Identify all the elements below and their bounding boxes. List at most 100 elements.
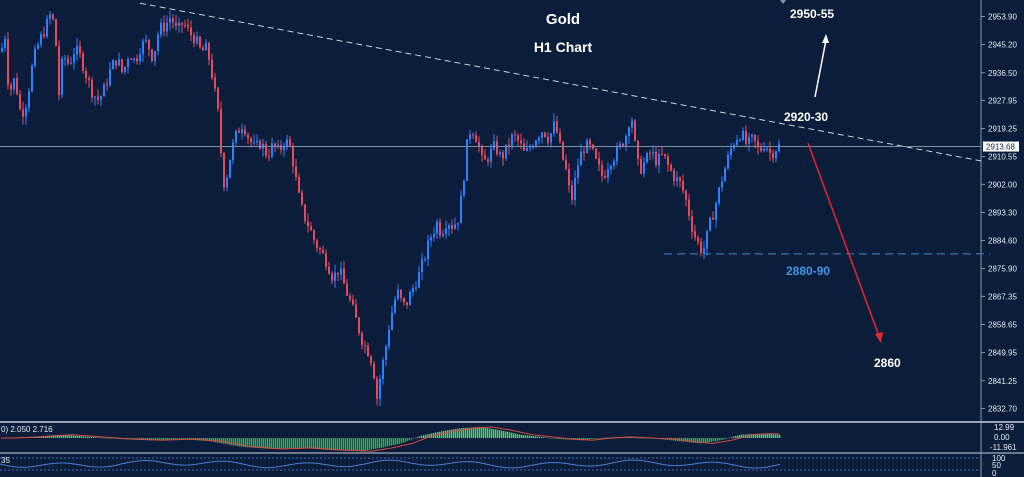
candle-body	[295, 166, 297, 177]
candle-body	[379, 378, 381, 399]
oscillator-bar	[429, 433, 431, 438]
candle-body	[628, 127, 630, 137]
oscillator-tick-bottom: -11.961	[990, 443, 1017, 452]
oscillator-bar	[603, 437, 605, 439]
oscillator-bar	[471, 427, 473, 438]
candle-body	[676, 177, 678, 181]
oscillator-bar	[469, 427, 471, 438]
oscillator-bar	[275, 438, 277, 449]
oscillator-bar	[521, 434, 523, 438]
price-tick-label: 2832.70	[988, 404, 1017, 413]
candle-body	[109, 69, 111, 86]
oscillator-bar	[153, 438, 155, 441]
oscillator-bar	[445, 430, 447, 438]
oscillator-bar	[487, 428, 489, 438]
oscillator-bar	[99, 437, 101, 439]
candle-body	[547, 136, 549, 143]
candle-body	[49, 14, 51, 19]
candle-body	[766, 148, 768, 150]
candle-body	[145, 39, 147, 42]
candle-body	[7, 38, 9, 85]
oscillator-bar	[75, 435, 77, 438]
oscillator-bar	[95, 437, 97, 438]
resistance-trendline	[139, 2, 986, 163]
oscillator-bar	[439, 431, 441, 438]
oscillator-bar	[399, 438, 401, 444]
candle-body	[619, 143, 621, 147]
candle-body	[238, 130, 240, 133]
candle-body	[679, 177, 681, 181]
oscillator-bar	[509, 432, 511, 438]
oscillator-bar	[723, 438, 725, 440]
candle-body	[265, 143, 267, 156]
oscillator-bar	[737, 435, 739, 438]
oscillator-bar	[103, 437, 105, 439]
candle-body	[349, 295, 351, 300]
oscillator-bar	[289, 438, 291, 449]
oscillator-bar	[385, 438, 387, 447]
candle-body	[118, 59, 120, 66]
candle-body	[208, 43, 210, 60]
oscillator-bar	[377, 438, 379, 449]
candle-body	[724, 168, 726, 182]
candle-body	[346, 283, 348, 296]
oscillator-bar	[277, 438, 279, 449]
candle-body	[448, 225, 450, 229]
candle-body	[226, 177, 228, 188]
candle-body	[67, 58, 69, 64]
oscillator-bar	[529, 435, 531, 438]
oscillator-bar	[55, 435, 57, 438]
oscillator-bar	[159, 438, 161, 440]
candle-body	[193, 35, 195, 44]
candle-body	[76, 45, 78, 55]
oscillator-bar	[359, 438, 361, 452]
oscillator-bar	[637, 437, 639, 439]
oscillator-bar	[393, 438, 395, 446]
candle-body	[487, 159, 489, 162]
oscillator-bar	[555, 438, 557, 439]
oscillator-bar	[231, 438, 233, 446]
oscillator-bar	[313, 438, 315, 449]
oscillator-bar	[523, 435, 525, 438]
candle-body	[430, 237, 432, 241]
candle-body	[388, 329, 390, 347]
candle-body	[499, 152, 501, 155]
rsi-panel: 35 100 50 0	[0, 454, 1006, 477]
candle-body	[775, 151, 777, 159]
candle-body	[454, 224, 456, 229]
oscillator-bar	[451, 429, 453, 438]
candle-body	[577, 165, 579, 178]
price-tick-label: 2849.95	[988, 349, 1017, 358]
candle-body	[736, 140, 738, 145]
candle-body	[19, 93, 21, 110]
oscillator-bar	[89, 436, 91, 438]
chart-subtitle: H1 Chart	[534, 39, 593, 55]
oscillator-bar	[323, 438, 325, 450]
candle-body	[553, 121, 555, 134]
candle-body	[574, 177, 576, 200]
oscillator-bar	[141, 438, 143, 440]
oscillator-bar	[627, 437, 629, 438]
candle-body	[184, 25, 186, 27]
oscillator-bar	[497, 429, 499, 438]
oscillator-bar	[237, 438, 239, 447]
candle-body	[517, 135, 519, 141]
candle-body	[715, 203, 717, 220]
oscillator-bar	[261, 438, 263, 449]
candle-body	[307, 221, 309, 227]
bullish-arrow-shaft	[814, 39, 827, 98]
oscillator-bar	[731, 437, 733, 438]
candle-body	[70, 62, 72, 64]
current-price-badge	[983, 141, 1019, 152]
oscillator-bar	[773, 434, 775, 438]
oscillator-bar	[635, 437, 637, 439]
candle-body	[670, 164, 672, 171]
oscillator-bar	[605, 437, 607, 439]
oscillator-bar	[757, 433, 759, 438]
rsi-header: 35	[1, 456, 10, 465]
rsi-tick-bottom: 0	[992, 469, 997, 477]
oscillator-bar	[491, 428, 493, 438]
oscillator-bar	[375, 438, 377, 449]
candle-body	[25, 107, 27, 117]
oscillator-bar	[281, 438, 283, 449]
